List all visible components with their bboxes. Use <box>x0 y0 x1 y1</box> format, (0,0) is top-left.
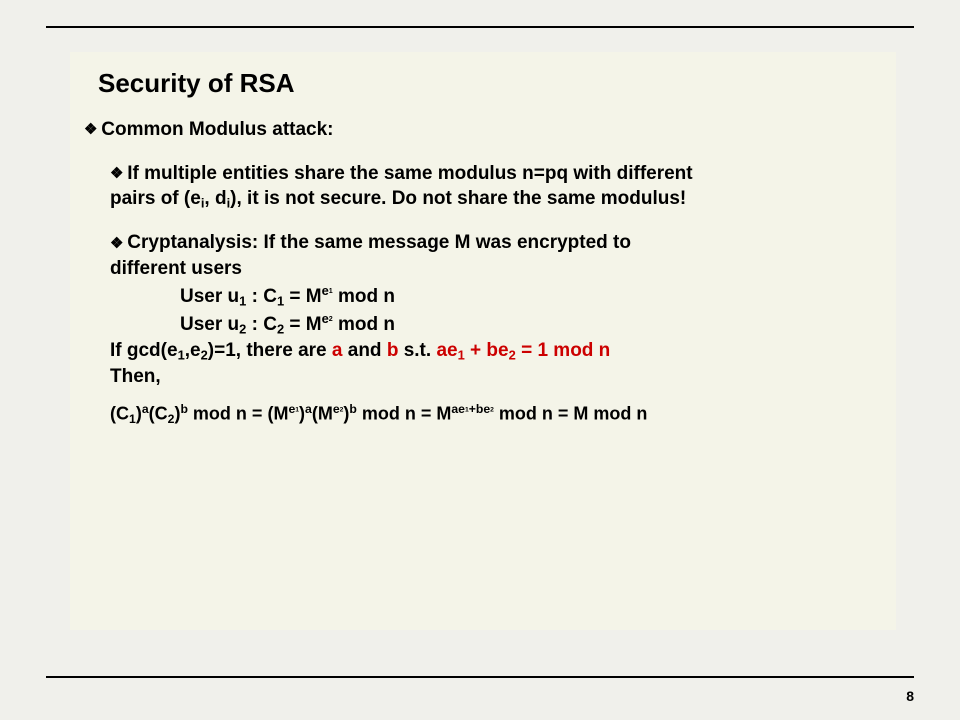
bullet-common-modulus: ❖Common Modulus attack: <box>84 117 886 143</box>
bottom-rule <box>46 676 914 678</box>
top-rule <box>46 26 914 28</box>
bullet-cryptanalysis-l2: different users <box>110 256 886 282</box>
slide-title: Security of RSA <box>98 68 886 99</box>
page-number: 8 <box>906 688 914 704</box>
equation-user2: User u2 : C2 = Me2 mod n <box>180 310 886 338</box>
diamond-icon: ❖ <box>110 236 123 252</box>
bullet-share-modulus: ❖If multiple entities share the same mod… <box>110 161 886 187</box>
then-line: Then, <box>110 364 886 390</box>
bullet-share-modulus-l2: pairs of (ei, di), it is not secure. Do … <box>110 186 886 212</box>
final-equation: (C1)a(C2)b mod n = (Me1)a(Me2)b mod n = … <box>110 400 886 428</box>
equation-user1: User u1 : C1 = Me1 mod n <box>180 282 886 310</box>
slide-content: Security of RSA ❖Common Modulus attack: … <box>70 52 896 630</box>
diamond-icon: ❖ <box>110 166 123 182</box>
gcd-line: If gcd(e1,e2)=1, there are a and b s.t. … <box>110 338 886 364</box>
bullet-cryptanalysis: ❖Cryptanalysis: If the same message M wa… <box>110 230 886 256</box>
diamond-icon: ❖ <box>84 122 97 138</box>
